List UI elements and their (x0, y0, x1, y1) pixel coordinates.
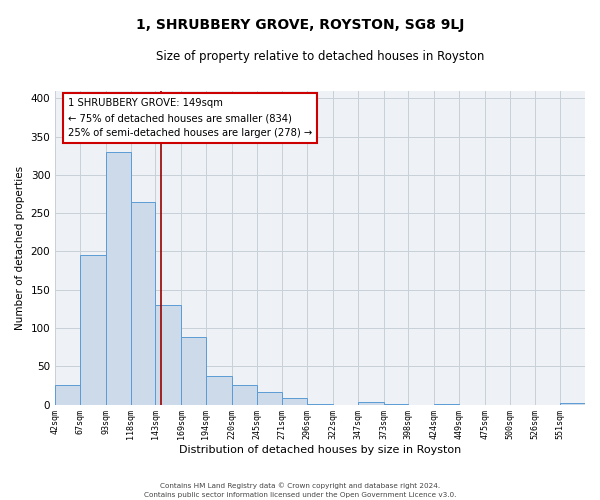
Bar (206, 376, 232, 404)
Y-axis label: Number of detached properties: Number of detached properties (15, 166, 25, 330)
Bar (560, 403, 585, 404)
Bar (155, 305, 181, 404)
Bar (55, 386, 80, 404)
Bar (80, 255, 106, 404)
Bar (257, 392, 283, 404)
Bar (358, 402, 383, 404)
X-axis label: Distribution of detached houses by size in Royston: Distribution of detached houses by size … (179, 445, 461, 455)
Bar (106, 152, 131, 405)
Bar (283, 398, 307, 404)
Bar (181, 337, 206, 404)
Title: Size of property relative to detached houses in Royston: Size of property relative to detached ho… (156, 50, 484, 63)
Bar (232, 384, 257, 404)
Text: 1, SHRUBBERY GROVE, ROYSTON, SG8 9LJ: 1, SHRUBBERY GROVE, ROYSTON, SG8 9LJ (136, 18, 464, 32)
Text: 1 SHRUBBERY GROVE: 149sqm
← 75% of detached houses are smaller (834)
25% of semi: 1 SHRUBBERY GROVE: 149sqm ← 75% of detac… (68, 98, 313, 138)
Bar (131, 202, 155, 404)
Text: Contains HM Land Registry data © Crown copyright and database right 2024.
Contai: Contains HM Land Registry data © Crown c… (144, 482, 456, 498)
